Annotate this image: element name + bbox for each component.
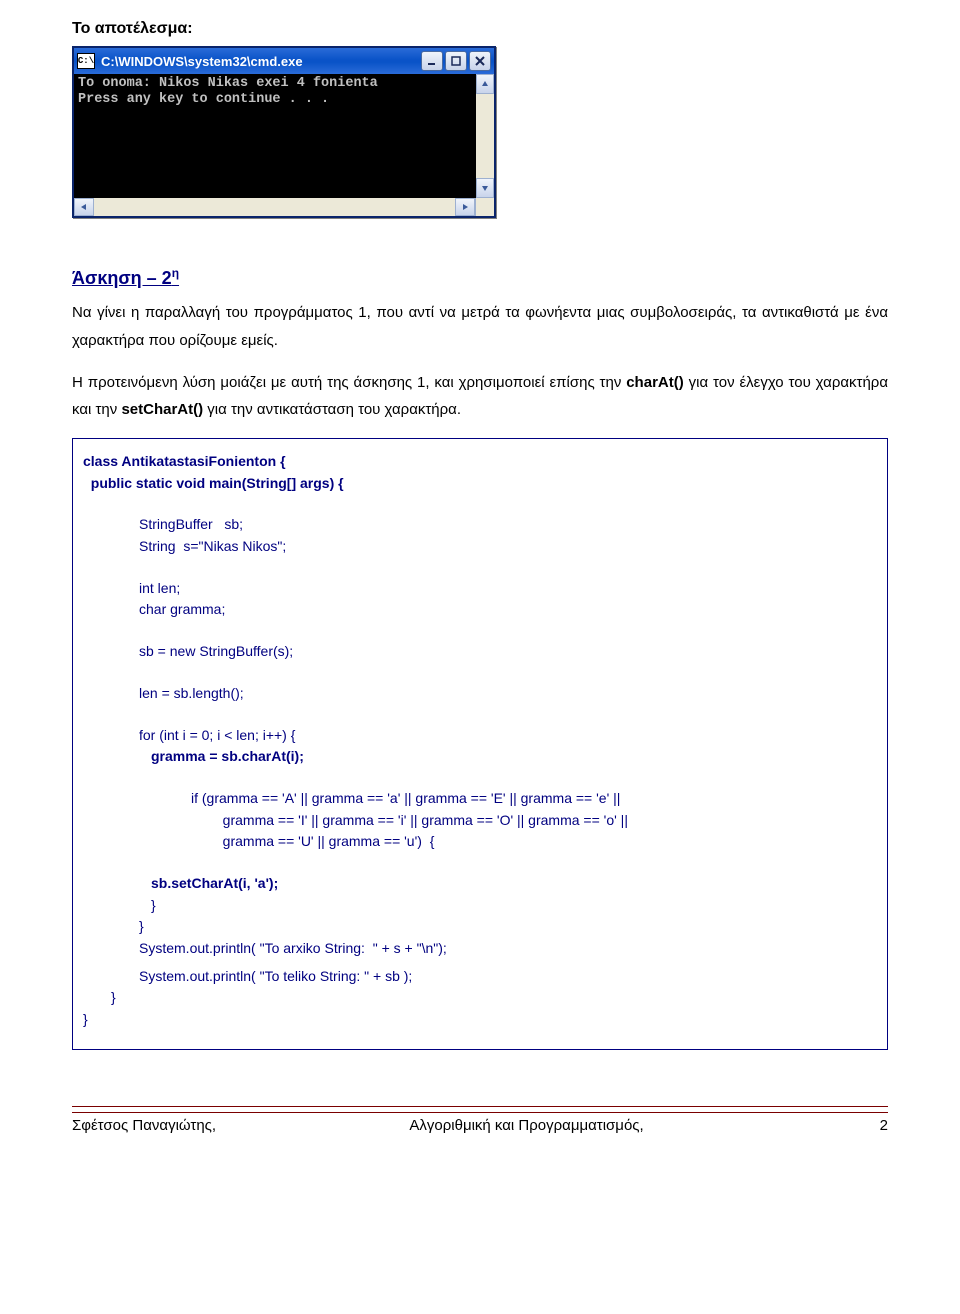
page-footer: Σφέτσος Παναγιώτης, Αλγοριθμική και Προγ… (72, 1113, 888, 1134)
cmd-output: To onoma: Nikos Nikas exei 4 fonienta Pr… (74, 74, 476, 198)
resize-grip[interactable] (475, 198, 494, 216)
cmd-window: C:\ C:\WINDOWS\system32\cmd.exe To onoma… (72, 46, 496, 218)
footer-author: Σφέτσος Παναγιώτης, (72, 1117, 409, 1134)
scroll-left-icon[interactable] (74, 198, 94, 216)
code-l12: gramma == 'I' || gramma == 'i' || gramma… (211, 810, 877, 832)
footer-separator (72, 1106, 888, 1113)
p2-e: για την αντικατάσταση του χαρακτήρα. (203, 401, 461, 418)
exercise-heading-sup: η (172, 266, 179, 280)
horizontal-scrollbar[interactable] (74, 198, 494, 216)
code-l18: System.out.println( "To teliko String: "… (139, 966, 877, 988)
scroll-track[interactable] (476, 94, 494, 178)
code-l13: gramma == 'U' || gramma == 'u') { (211, 831, 877, 853)
titlebar-buttons (421, 51, 491, 71)
exercise-paragraph-1: Να γίνει η παραλλαγή του προγράμματος 1,… (72, 299, 888, 355)
code-l20: } (83, 1009, 877, 1031)
hscroll-track[interactable] (94, 198, 455, 216)
scroll-right-icon[interactable] (455, 198, 475, 216)
cmd-line-1: To onoma: Nikos Nikas exei 4 fonienta (78, 76, 378, 91)
scroll-down-icon[interactable] (476, 178, 494, 198)
minimize-button[interactable] (421, 51, 443, 71)
close-button[interactable] (469, 51, 491, 71)
vertical-scrollbar[interactable] (476, 74, 494, 198)
code-l15: } (151, 895, 877, 917)
exercise-paragraph-2: Η προτεινόμενη λύση μοιάζει με αυτή της … (72, 369, 888, 425)
code-l14: sb.setCharAt(i, 'a'); (151, 873, 877, 895)
code-l19: } (111, 987, 877, 1009)
code-l6: char gramma; (139, 599, 877, 621)
code-box: class AntikatastasiFonienton { public st… (72, 438, 888, 1050)
exercise-heading: Άσκηση – 2η (72, 266, 888, 289)
code-l7: sb = new StringBuffer(s); (139, 641, 877, 663)
code-l10: gramma = sb.charAt(i); (151, 746, 877, 768)
code-l11: if (gramma == 'A' || gramma == 'a' || gr… (191, 788, 877, 810)
code-l8: len = sb.length(); (139, 683, 877, 705)
footer-title: Αλγοριθμική και Προγραμματισμός, (409, 1117, 848, 1134)
cmd-icon: C:\ (77, 53, 95, 69)
cmd-title-text: C:\WINDOWS\system32\cmd.exe (101, 54, 421, 69)
code-l5: int len; (139, 578, 877, 600)
code-l1: class AntikatastasiFonienton { (83, 451, 877, 473)
code-l3: StringBuffer sb; (139, 514, 877, 536)
result-heading: Το αποτέλεσμα: (72, 20, 888, 38)
code-l9: for (int i = 0; i < len; i++) { (139, 725, 877, 747)
code-l17: System.out.println( "To arxiko String: "… (139, 938, 877, 960)
cmd-titlebar: C:\ C:\WINDOWS\system32\cmd.exe (74, 48, 494, 74)
maximize-button[interactable] (445, 51, 467, 71)
p2-a: Η προτεινόμενη λύση μοιάζει με αυτή της … (72, 374, 626, 391)
code-l16: } (139, 916, 877, 938)
cmd-line-2: Press any key to continue . . . (78, 92, 329, 107)
code-l2: public static void main(String[] args) { (83, 473, 877, 495)
p2-charat: charAt() (626, 374, 684, 391)
code-l4: String s="Nikas Nikos"; (139, 536, 877, 558)
footer-page-number: 2 (848, 1117, 888, 1134)
p2-setcharat: setCharAt() (121, 401, 203, 418)
scroll-up-icon[interactable] (476, 74, 494, 94)
exercise-heading-text: Άσκηση – 2 (72, 268, 172, 288)
